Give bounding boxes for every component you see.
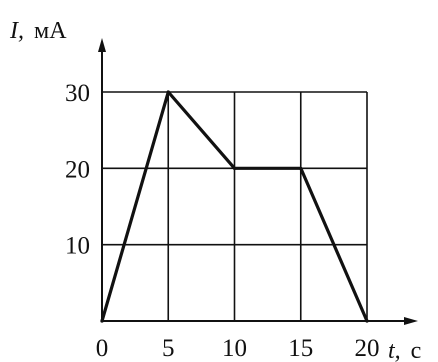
series	[100, 90, 369, 323]
data-point	[232, 166, 237, 170]
x-axis-symbol: t,	[388, 338, 401, 362]
y-tick-label: 10	[65, 233, 90, 260]
tick-labels: 0 5 10 15 20 10 20 30	[65, 80, 380, 362]
x-tick-label: 10	[222, 335, 247, 362]
x-tick-label: 15	[288, 335, 313, 362]
data-point	[299, 166, 303, 170]
x-tick-label: 0	[96, 335, 109, 362]
y-axis-unit: мА	[34, 18, 67, 44]
y-axis-arrow	[98, 38, 106, 52]
grid	[102, 91, 368, 321]
x-tick-label: 20	[355, 335, 380, 362]
data-point	[365, 319, 369, 323]
data-point	[100, 319, 104, 323]
x-axis-unit: с	[411, 338, 422, 362]
x-axis-label: t, с	[388, 338, 421, 362]
x-tick-label: 5	[162, 335, 175, 362]
y-tick-label: 20	[65, 156, 90, 183]
y-axis-label: I, мА	[9, 18, 67, 44]
y-tick-label: 30	[65, 80, 90, 107]
y-axis-symbol: I,	[9, 18, 24, 44]
axes	[98, 38, 418, 325]
data-point	[166, 90, 170, 94]
x-axis-arrow	[404, 317, 418, 325]
